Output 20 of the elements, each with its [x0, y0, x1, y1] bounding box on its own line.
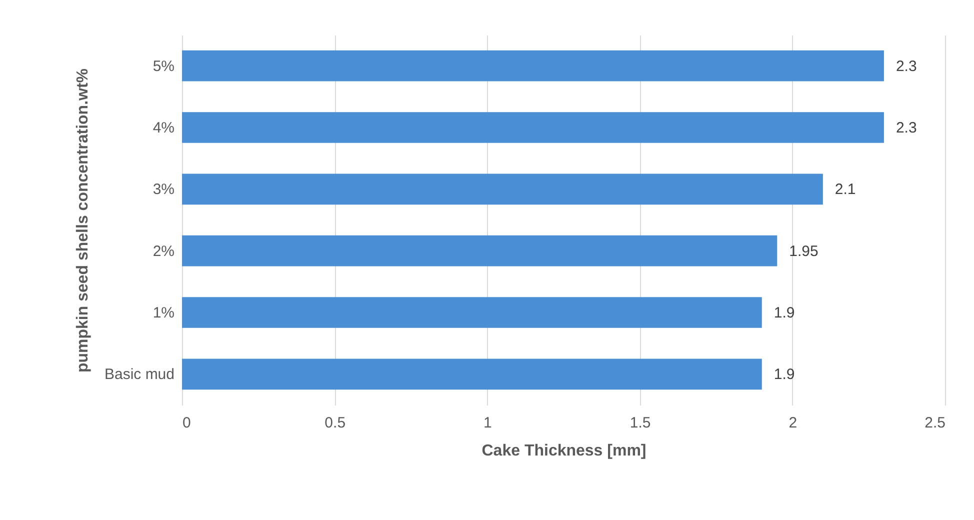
x-tick-label: 1	[484, 414, 492, 432]
data-label: 2.3	[896, 120, 917, 136]
data-label: 2.3	[896, 58, 917, 75]
x-tick-label: 0	[182, 414, 191, 432]
x-axis-title: Cake Thickness [mm]	[482, 442, 646, 460]
y-tick-label: 1%	[152, 304, 174, 322]
data-label: 1.95	[789, 242, 818, 260]
x-tick-label: 0.5	[324, 414, 346, 432]
x-tick-label: 2	[788, 414, 798, 432]
data-label: 1.9	[774, 366, 795, 384]
y-tick-label: Basic mud	[104, 366, 174, 384]
x-tick-label: 1.5	[630, 414, 651, 432]
y-axis-title: pumpkin seed shells concentration.wt%	[74, 68, 92, 373]
y-tick-label: 2%	[152, 242, 174, 260]
y-tick-label: 3%	[152, 181, 174, 198]
y-tick-label: 5%	[152, 58, 174, 75]
data-label: 1.9	[774, 304, 795, 322]
data-label: 2.1	[834, 181, 856, 198]
y-tick-label: 4%	[152, 120, 174, 136]
x-tick-label: 2.5	[924, 414, 946, 432]
